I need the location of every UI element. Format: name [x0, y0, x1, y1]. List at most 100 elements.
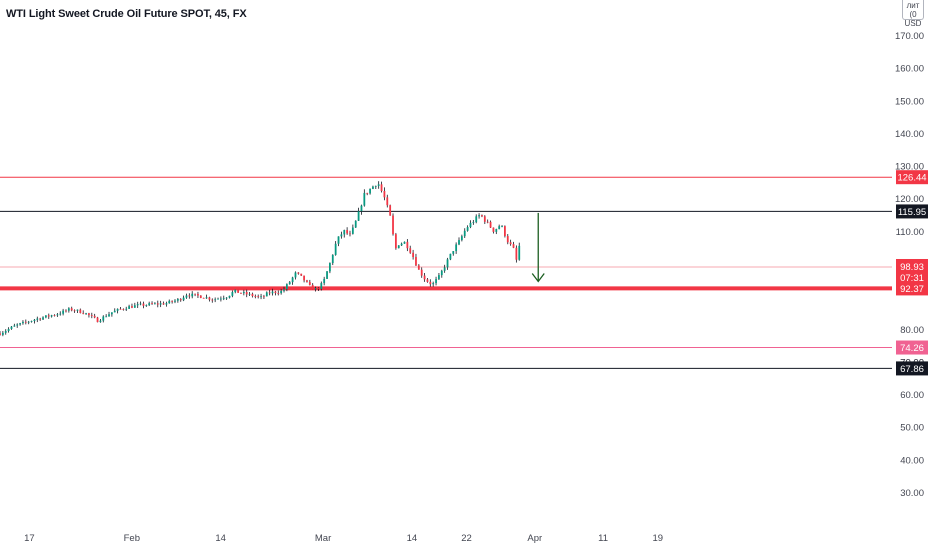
candle-body — [139, 303, 142, 305]
chart-title[interactable]: WTI Light Sweet Crude Oil Future SPOT, 4… — [6, 8, 247, 20]
price-tick-label: 80.00 — [900, 325, 924, 336]
price-tick-label: 150.00 — [895, 96, 924, 107]
candle-body — [489, 221, 492, 228]
candle-body — [501, 226, 503, 227]
candle-body — [283, 289, 285, 291]
countdown-label: 07:31 — [900, 273, 924, 284]
candle-body — [300, 273, 303, 276]
candle-body — [515, 247, 518, 260]
candle-body — [346, 230, 349, 234]
time-axis[interactable]: 17 Feb 14 Mar 14 22 Apr 11 19 — [24, 533, 663, 544]
candle-body — [486, 221, 489, 223]
currency-top-label: лит (0 — [906, 1, 920, 19]
candle-body — [96, 317, 99, 323]
candle-body — [466, 227, 469, 231]
price-tick-label: 50.00 — [900, 423, 924, 434]
candle-body — [125, 308, 128, 310]
candle-body — [10, 326, 13, 329]
candle-body — [102, 316, 105, 321]
candle-body — [351, 227, 354, 234]
candle-body — [240, 292, 242, 294]
candle-body — [13, 325, 16, 327]
candle-body — [343, 230, 346, 235]
currency-button[interactable]: лит (0 USD — [902, 0, 924, 28]
candle-body — [79, 309, 82, 313]
candle-body — [59, 313, 62, 315]
price-tick-label: 40.00 — [900, 455, 924, 466]
candle-body — [506, 236, 509, 243]
candle-body — [42, 317, 44, 320]
candle-body — [225, 297, 228, 299]
candle-body — [217, 298, 219, 300]
candle-body — [426, 279, 429, 282]
candle-body — [463, 230, 466, 237]
candle-body — [357, 211, 360, 221]
price-label-box — [896, 281, 928, 296]
price-label-text: 115.95 — [898, 207, 926, 218]
candle-body — [317, 288, 320, 289]
candle-body — [280, 290, 283, 294]
candle-body — [311, 284, 314, 290]
candle-body — [222, 298, 225, 300]
candle-body — [349, 233, 351, 235]
candle-body — [65, 310, 67, 312]
candle-body — [179, 299, 182, 301]
price-label-text: 67.86 — [900, 364, 924, 375]
price-label-box — [896, 340, 928, 355]
price-label-box — [896, 361, 928, 376]
candle-body — [76, 309, 79, 311]
candle-body — [171, 300, 174, 302]
time-tick-label: Feb — [124, 533, 140, 544]
price-label-text: 74.26 — [900, 343, 924, 354]
candle-body — [197, 293, 199, 296]
candle-body — [39, 318, 42, 320]
candle-body — [30, 321, 33, 322]
candle-body — [108, 314, 110, 317]
candle-body — [314, 288, 317, 290]
price-label-text: 126.44 — [897, 173, 926, 184]
candle-body — [110, 312, 113, 315]
candle-body — [136, 304, 139, 306]
candle-body — [495, 229, 498, 232]
candle-body — [475, 216, 478, 223]
candle-body — [294, 272, 297, 278]
candle-body — [93, 315, 96, 318]
candle-body — [234, 289, 237, 293]
candle-body — [237, 289, 240, 293]
candle-body — [377, 184, 380, 186]
time-tick-label: 22 — [461, 533, 472, 544]
time-tick-label: 17 — [24, 533, 35, 544]
candle-body — [151, 303, 153, 305]
candle-body — [1, 332, 4, 335]
candle-body — [460, 236, 463, 241]
candle-body — [133, 305, 136, 308]
candle-body — [288, 282, 291, 285]
candle-body — [323, 278, 326, 284]
candle-body — [435, 279, 437, 284]
candle-body — [512, 244, 515, 248]
currency-label: USD — [904, 19, 922, 28]
candle-body — [369, 188, 371, 194]
candle-body — [53, 315, 56, 317]
candle-body — [277, 293, 280, 294]
candle-body — [159, 303, 162, 305]
candle-body — [394, 234, 397, 249]
price-labels-layer: 70.00126.44115.9598.9307:3192.3774.2667.… — [896, 170, 928, 376]
horizontal-lines-layer — [0, 176, 892, 369]
candle-body — [483, 216, 486, 222]
candle-body — [56, 314, 59, 316]
arrow-head — [531, 273, 545, 283]
candle-body — [219, 298, 222, 300]
candle-body — [122, 308, 125, 310]
candle-body — [202, 297, 205, 299]
candle-body — [4, 331, 7, 333]
candle-body — [228, 295, 231, 298]
candle-body — [199, 295, 202, 298]
candle-body — [320, 283, 323, 289]
time-tick-label: Mar — [315, 533, 331, 544]
candle-body — [400, 243, 403, 246]
candle-body — [45, 315, 47, 318]
candle-body — [251, 293, 254, 297]
candle-body — [263, 296, 265, 298]
